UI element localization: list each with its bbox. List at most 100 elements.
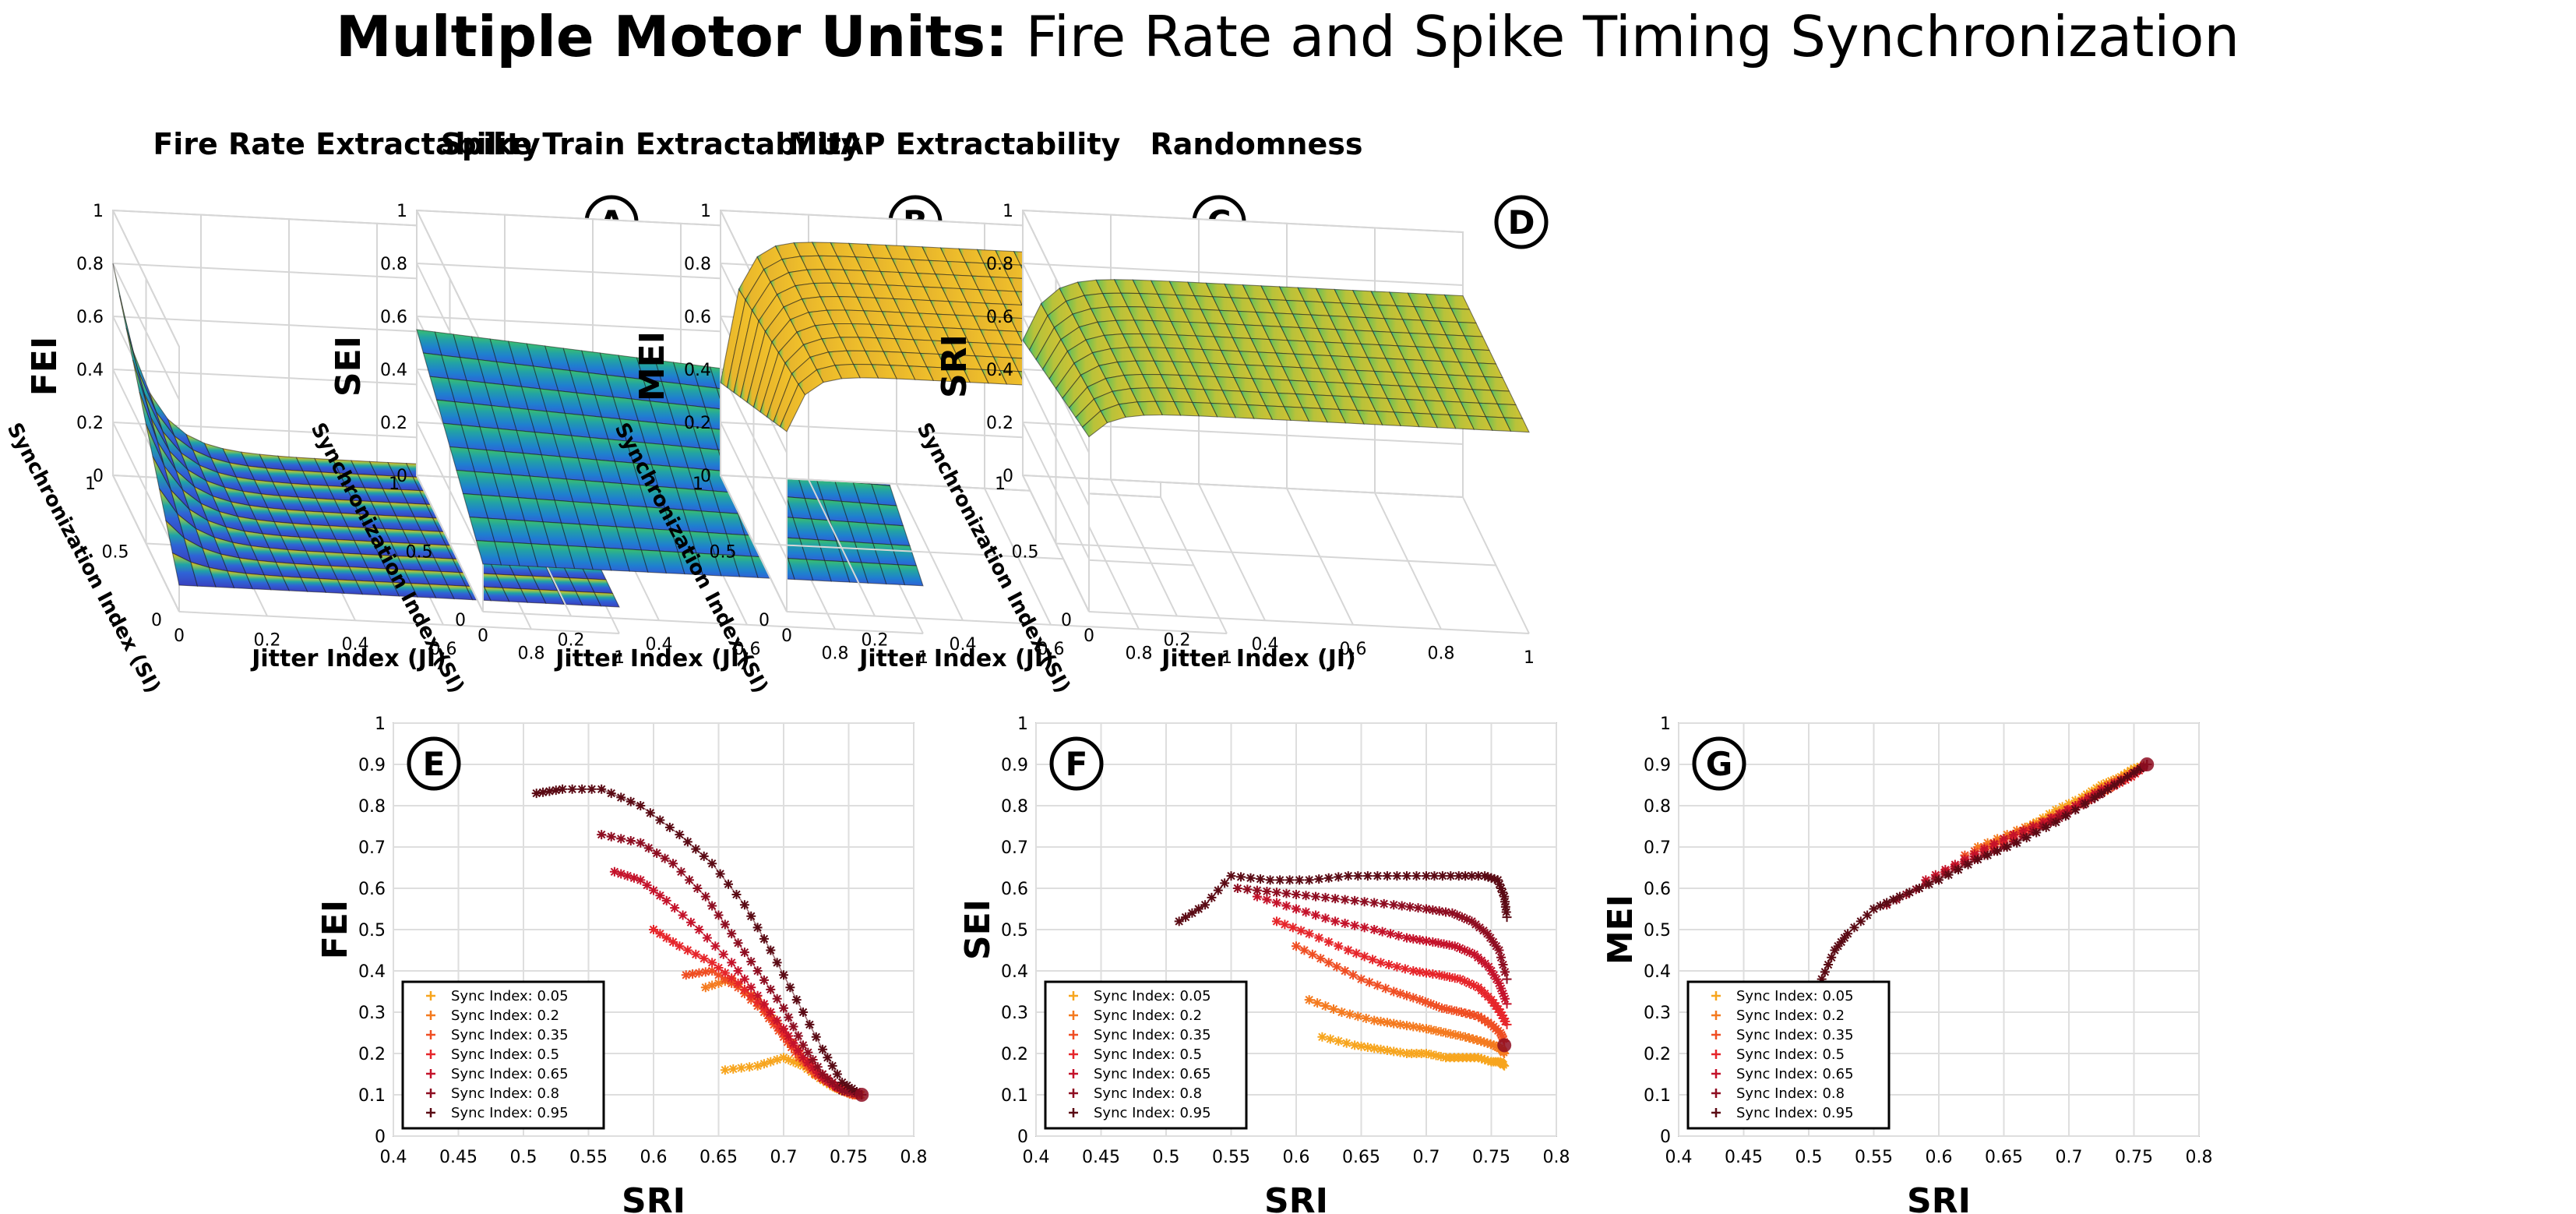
data-point [2046, 817, 2056, 828]
data-point [2091, 783, 2102, 793]
y-tick-label: 0.1 [1644, 1086, 1671, 1106]
y-tick-label: 0.5 [1001, 921, 1028, 940]
data-point [636, 838, 646, 848]
data-point [1314, 933, 1324, 943]
data-point [622, 871, 633, 881]
x-tick-label: 0.6 [734, 640, 761, 659]
z-tick-label: 0.4 [76, 361, 104, 380]
data-point [699, 851, 709, 861]
data-point [746, 957, 756, 967]
data-point [1467, 871, 1477, 881]
legend-box [401, 980, 605, 1130]
data-point [616, 834, 626, 844]
data-point [752, 1060, 763, 1071]
z-tick-label: 0.4 [986, 361, 1013, 380]
data-point [1480, 1054, 1490, 1064]
data-point [1464, 1033, 1475, 1043]
data-point [1450, 1030, 1461, 1040]
data-point [1499, 1060, 1510, 1071]
data-point [818, 1044, 828, 1054]
z-tick-label: 0.2 [76, 414, 104, 433]
data-point [668, 937, 678, 947]
x-tick-label: 0.5 [1153, 1148, 1180, 1167]
data-point [847, 1084, 857, 1094]
data-point [1426, 1050, 1436, 1060]
data-point [752, 923, 763, 933]
data-point [827, 1060, 837, 1071]
panel-title: MUAP Extractability [788, 127, 1121, 161]
data-point [1311, 891, 1321, 902]
data-point [1330, 916, 1341, 926]
data-point [1356, 974, 1366, 984]
data-point [682, 945, 692, 955]
data-point [1369, 898, 1380, 908]
x-tick-label: 0.8 [1428, 644, 1455, 663]
data-point [759, 975, 769, 985]
data-point [544, 786, 555, 796]
data-point [1377, 926, 1387, 937]
z-tick-label: 0.4 [684, 361, 711, 380]
data-point [720, 968, 730, 978]
data-point [1348, 970, 1358, 980]
data-point [1299, 945, 1309, 955]
data-point [1836, 937, 1846, 947]
x-tick-label: 0.8 [900, 1148, 928, 1167]
data-point [793, 1059, 803, 1069]
data-point [587, 784, 597, 794]
data-point [1292, 904, 1301, 914]
data-point [1482, 1038, 1492, 1048]
data-point [652, 848, 662, 858]
endpoint-cluster [2140, 757, 2155, 771]
data-point [1323, 958, 1334, 968]
x-tick-label: 0.2 [254, 631, 281, 651]
y-tick-label: 0.2 [358, 1045, 386, 1064]
data-point [1500, 1016, 1510, 1026]
data-point [1397, 901, 1407, 911]
data-point [1439, 939, 1449, 949]
legend-marker [1069, 991, 1078, 1000]
data-point [1457, 912, 1467, 923]
data-point [837, 1085, 848, 1096]
x-tick-label: 0.6 [640, 1148, 668, 1167]
data-point [1344, 1009, 1355, 1019]
data-point [798, 1008, 809, 1017]
data-point [655, 891, 665, 901]
data-point [783, 1037, 793, 1047]
data-point [1320, 1001, 1330, 1011]
x-tick-label: 0.4 [950, 635, 977, 655]
data-point [1320, 892, 1330, 902]
data-point [788, 1038, 798, 1048]
data-point [1193, 904, 1203, 914]
data-point [1236, 872, 1246, 882]
data-point [1334, 1036, 1344, 1046]
z-tick-label: 0.4 [380, 361, 407, 380]
x-tick-label: 0.65 [700, 1148, 738, 1167]
y-tick-label: 0 [151, 611, 162, 630]
data-point [2081, 789, 2091, 799]
legend-marker [1711, 1069, 1721, 1078]
data-point [2018, 831, 2028, 842]
data-point [1174, 916, 1184, 926]
x-tick-label: 0.7 [1413, 1148, 1440, 1167]
y-tick-label: 0 [1660, 1128, 1671, 1147]
data-point [707, 859, 717, 869]
data-point [1304, 929, 1314, 939]
data-point [779, 970, 788, 980]
data-point [694, 925, 704, 934]
legend-marker [426, 1011, 435, 1020]
data-point [1373, 871, 1383, 881]
x-tick-label: 0.4 [1023, 1148, 1050, 1167]
data-point [694, 968, 704, 978]
data-point [1496, 983, 1506, 993]
x-tick-label: 1 [918, 648, 929, 668]
data-point [1389, 986, 1399, 997]
data-point [718, 949, 728, 959]
data-point [2023, 824, 2033, 835]
data-point [2012, 825, 2022, 835]
data-point [823, 1073, 833, 1083]
data-point [636, 875, 646, 885]
data-point [1489, 937, 1499, 947]
data-point [1839, 933, 1849, 943]
data-point [1431, 1001, 1441, 1011]
data-point [1292, 941, 1301, 951]
